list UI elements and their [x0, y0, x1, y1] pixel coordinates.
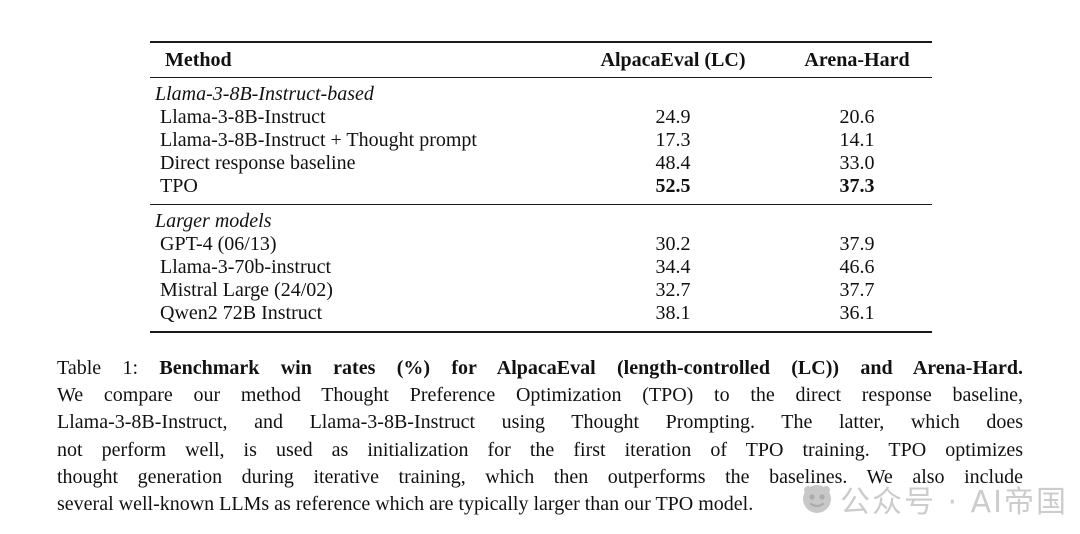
caption-line-4: not perform well, is used as initializat…: [57, 438, 1023, 461]
results-table: Method AlpacaEval (LC) Arena-Hard Llama-…: [150, 41, 932, 333]
caption-line-2: We compare our method Thought Preference…: [57, 384, 1023, 407]
section-label: Larger models: [155, 210, 272, 232]
col-header-arenahard: Arena-Hard: [804, 49, 910, 71]
col-header-alpacaeval: AlpacaEval (LC): [600, 49, 746, 71]
section-larger-models: Larger models GPT-4 (06/13) 30.2 37.9 Ll…: [150, 204, 932, 331]
method-cell: Qwen2 72B Instruct: [160, 302, 323, 324]
arenahard-cell: 37.7: [839, 279, 875, 301]
table-row: Llama-3-8B-Instruct 24.9 20.6: [150, 106, 932, 129]
arenahard-cell: 33.0: [839, 152, 875, 174]
table-row-tpo: TPO 52.5 37.3: [150, 175, 932, 198]
arenahard-cell: 46.6: [839, 256, 875, 278]
alpacaeval-cell: 32.7: [655, 279, 691, 301]
alpacaeval-cell: 34.4: [655, 256, 691, 278]
arenahard-cell: 14.1: [839, 129, 875, 151]
method-cell: Llama-3-8B-Instruct: [160, 106, 326, 128]
table-row: Qwen2 72B Instruct 38.1 36.1: [150, 302, 932, 325]
method-cell: Llama-3-8B-Instruct + Thought prompt: [160, 129, 477, 151]
section-label: Llama-3-8B-Instruct-based: [155, 83, 374, 105]
method-cell: GPT-4 (06/13): [160, 233, 277, 255]
alpacaeval-cell: 48.4: [655, 152, 691, 174]
alpacaeval-cell: 24.9: [655, 106, 691, 128]
table-row: Llama-3-8B-Instruct + Thought prompt 17.…: [150, 129, 932, 152]
caption-line-6: several well-known LLMs as reference whi…: [57, 493, 754, 516]
arenahard-cell: 20.6: [839, 106, 875, 128]
table-row: GPT-4 (06/13) 30.2 37.9: [150, 233, 932, 256]
caption-bold-title: Benchmark win rates (%) for AlpacaEval (…: [159, 357, 1024, 379]
alpacaeval-cell: 38.1: [655, 302, 691, 324]
table-header-row: Method AlpacaEval (LC) Arena-Hard: [150, 43, 932, 78]
arenahard-cell: 36.1: [839, 302, 875, 324]
section-llama-3-8b-instruct-based: Llama-3-8B-Instruct-based Llama-3-8B-Ins…: [150, 78, 932, 204]
method-cell: Llama-3-70b-instruct: [160, 256, 332, 278]
table-row: Llama-3-70b-instruct 34.4 46.6: [150, 256, 932, 279]
caption-label: Table 1:: [57, 357, 139, 379]
table-row: Mistral Large (24/02) 32.7 37.7: [150, 279, 932, 302]
table-row: Direct response baseline 48.4 33.0: [150, 152, 932, 175]
alpacaeval-cell: 30.2: [655, 233, 691, 255]
arenahard-cell: 37.3: [839, 175, 875, 197]
col-header-method: Method: [165, 49, 232, 71]
caption-line-5: thought generation during iterative trai…: [57, 465, 1023, 488]
section-label-row: Larger models: [150, 210, 932, 233]
method-cell: Mistral Large (24/02): [160, 279, 333, 301]
section-label-row: Llama-3-8B-Instruct-based: [150, 83, 932, 106]
caption-line-1: Table 1: Benchmark win rates (%) for Alp…: [57, 355, 1023, 382]
alpacaeval-cell: 52.5: [655, 175, 691, 197]
alpacaeval-cell: 17.3: [655, 129, 691, 151]
arenahard-cell: 37.9: [839, 233, 875, 255]
method-cell: Direct response baseline: [160, 152, 356, 174]
table-caption: Table 1: Benchmark win rates (%) for Alp…: [57, 355, 1023, 518]
method-cell: TPO: [160, 175, 198, 197]
caption-line-3: Llama-3-8B-Instruct, and Llama-3-8B-Inst…: [57, 411, 1023, 434]
